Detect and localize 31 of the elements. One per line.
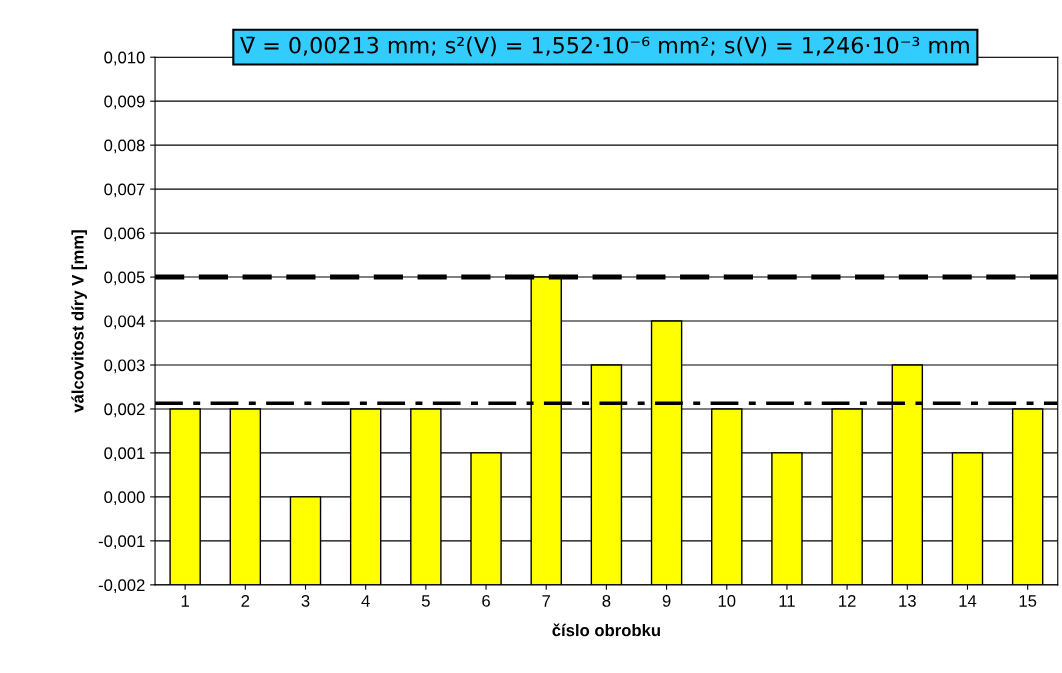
chart-title: V̄ = 0,00213 mm; s²(V) = 1,552·10⁻⁶ mm²; s(V) = 1,246·10⁻³ mm	[240, 36, 969, 57]
x-tick-label: 6	[482, 595, 490, 607]
x-tick-label: 15	[1019, 595, 1037, 607]
y-tick-label: 0,008	[104, 139, 145, 154]
y-tick-label: -0,001	[98, 535, 145, 550]
y-tick-label: 0,004	[104, 315, 145, 330]
y-tick-label: 0,002	[104, 403, 145, 418]
y-tick-label: 0,000	[104, 491, 145, 506]
y-tick-label: 0,005	[104, 271, 145, 286]
x-tick-label: 12	[839, 595, 856, 607]
x-tick-label: 4	[361, 595, 370, 607]
x-tick-label: 1	[181, 595, 189, 607]
x-tick-label: 14	[959, 595, 977, 607]
y-tick-label: 0,006	[104, 227, 145, 242]
x-tick-label: 9	[662, 595, 671, 607]
y-tick-label: 0,010	[104, 51, 145, 66]
x-tick-label: 7	[542, 595, 551, 607]
x-tick-label: 8	[602, 595, 611, 607]
x-tick-label: 13	[899, 595, 916, 607]
y-axis-title: válcovitost díry V [mm]	[71, 230, 87, 413]
y-tick-label: 0,007	[104, 183, 145, 198]
y-tick-label: 0,009	[104, 95, 145, 110]
x-tick-label: 2	[241, 595, 250, 607]
x-tick-label: 5	[421, 595, 430, 607]
x-tick-label: 11	[779, 595, 795, 607]
x-tick-label: 10	[718, 595, 736, 607]
y-tick-label: 0,003	[104, 359, 145, 374]
x-tick-label: 3	[301, 595, 310, 607]
y-tick-label: 0,001	[104, 447, 145, 462]
y-tick-label: -0,002	[98, 579, 145, 594]
x-axis-title: číslo obrobku	[552, 623, 660, 637]
